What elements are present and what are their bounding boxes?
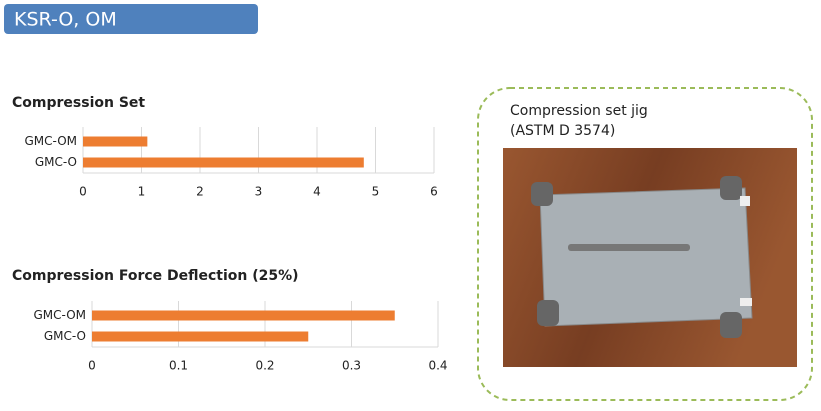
y-tick-label: GMC-OM: [34, 308, 87, 322]
x-tick-label: 0.1: [169, 359, 188, 373]
jig-photo: [503, 148, 797, 367]
y-tick-label: GMC-O: [35, 155, 77, 169]
header-title: KSR-O, OM: [14, 9, 117, 31]
x-tick-label: 5: [372, 185, 380, 199]
bar: [83, 136, 148, 147]
photo-frame: [477, 87, 813, 401]
photo-caption: Compression set jig: [510, 103, 648, 119]
bar: [92, 310, 395, 321]
y-tick-label: GMC-O: [44, 329, 86, 343]
x-tick-label: 1: [138, 185, 146, 199]
bar: [83, 157, 364, 168]
header-bar: [4, 4, 258, 34]
photo-caption: (ASTM D 3574): [510, 123, 615, 139]
y-tick-label: GMC-OM: [25, 134, 78, 148]
x-tick-label: 0.2: [255, 359, 274, 373]
x-tick-label: 0: [88, 359, 96, 373]
x-tick-label: 3: [255, 185, 263, 199]
x-tick-label: 0.4: [428, 359, 447, 373]
bar: [92, 331, 309, 342]
x-tick-label: 2: [196, 185, 204, 199]
x-tick-label: 0.3: [342, 359, 361, 373]
chart-title: Compression Force Deflection (25%): [12, 268, 299, 284]
x-tick-label: 6: [430, 185, 438, 199]
x-tick-label: 0: [79, 185, 87, 199]
x-tick-label: 4: [313, 185, 321, 199]
chart-title: Compression Set: [12, 95, 145, 111]
